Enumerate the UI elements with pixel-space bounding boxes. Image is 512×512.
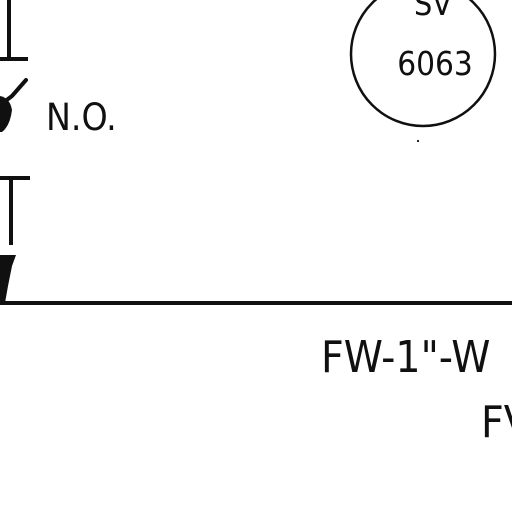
- normally-open-valve-icon: [0, 96, 12, 132]
- valve-position-label: N.O.: [46, 96, 117, 139]
- instrument-tag-line-2: 6063: [397, 44, 473, 83]
- instrument-bubble: [349, 0, 497, 128]
- instrument-tag-line-1: SV: [414, 0, 452, 23]
- pipeline-label-line-2: FV: [481, 397, 512, 448]
- drawing-dot: [416, 139, 420, 143]
- valve-body-icon: [0, 255, 16, 303]
- pipeline-label-line-1: FW-1"-W: [321, 332, 490, 383]
